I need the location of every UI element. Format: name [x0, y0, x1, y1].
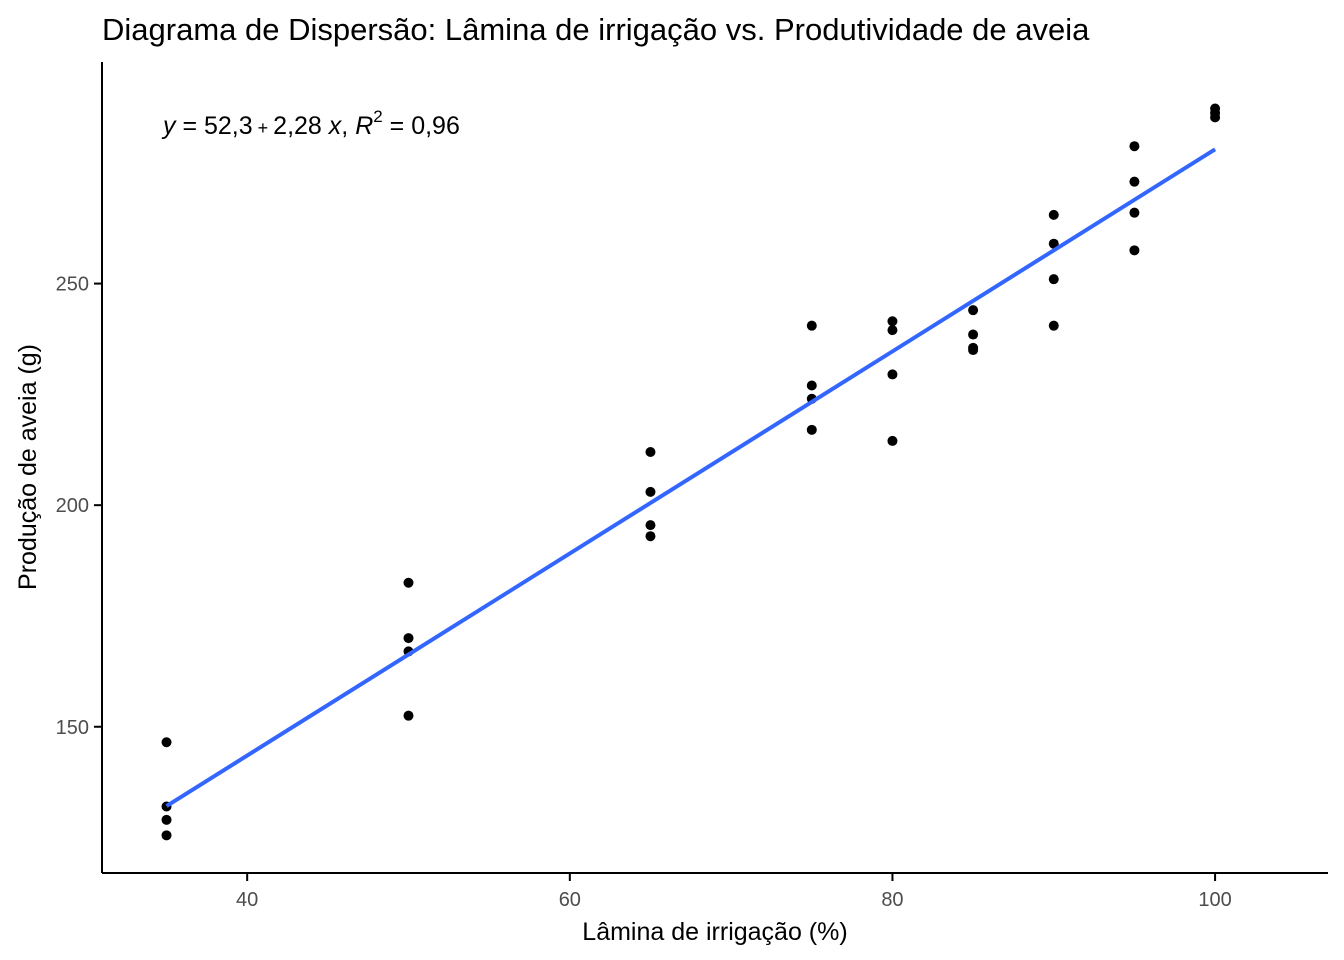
data-point-19: [887, 369, 898, 380]
eq-plus: +: [253, 118, 274, 138]
data-point-35: [1210, 112, 1221, 123]
data-point-5: [403, 577, 414, 588]
data-point-30: [1129, 176, 1140, 187]
chart-title: Diagrama de Dispersão: Lâmina de irrigaç…: [102, 12, 1090, 47]
plot-area: [161, 103, 1221, 841]
regression-equation: y = 52,3 + 2,28 x, R2 = 0,96: [161, 107, 460, 140]
eq-y: y: [161, 112, 177, 140]
x-axis-label: Lâmina de irrigação (%): [582, 918, 847, 946]
data-point-28: [1048, 320, 1059, 331]
x-tick-label-40: 40: [236, 889, 258, 911]
data-point-1: [161, 737, 172, 748]
data-point-27: [1048, 274, 1059, 285]
y-tick-label-250: 250: [56, 274, 89, 296]
data-point-4: [161, 830, 172, 841]
eq-x: x: [328, 112, 343, 140]
y-tick-label-200: 200: [56, 495, 89, 517]
eq-r-value: = 0,96: [383, 112, 460, 140]
eq-slope: 2,28: [273, 112, 329, 140]
data-point-11: [645, 520, 656, 531]
data-point-10: [645, 486, 656, 497]
data-point-25: [1048, 209, 1059, 220]
eq-intercept: = 52,3: [176, 112, 253, 140]
x-tick-label-60: 60: [559, 889, 581, 911]
data-point-31: [1129, 207, 1140, 218]
eq-r-exponent: 2: [373, 107, 382, 126]
data-point-9: [645, 446, 656, 457]
x-tick-label-100: 100: [1198, 889, 1231, 911]
data-point-14: [806, 380, 817, 391]
data-point-17: [887, 316, 898, 327]
eq-comma: ,: [341, 112, 355, 140]
data-point-22: [968, 329, 979, 340]
regression-line: [165, 147, 1217, 808]
eq-r: R: [355, 112, 373, 140]
data-point-16: [806, 424, 817, 435]
x-tick-label-80: 80: [881, 889, 903, 911]
data-point-29: [1129, 141, 1140, 152]
data-point-21: [968, 305, 979, 316]
data-point-3: [161, 814, 172, 825]
data-point-13: [806, 320, 817, 331]
y-tick-label-150: 150: [56, 717, 89, 739]
data-point-24: [968, 345, 979, 356]
data-point-12: [645, 531, 656, 542]
data-point-20: [887, 435, 898, 446]
data-point-32: [1129, 245, 1140, 256]
data-point-26: [1048, 238, 1059, 249]
y-axis-label: Produção de aveia (g): [14, 344, 42, 590]
data-point-6: [403, 633, 414, 644]
data-point-8: [403, 710, 414, 721]
data-point-18: [887, 325, 898, 336]
